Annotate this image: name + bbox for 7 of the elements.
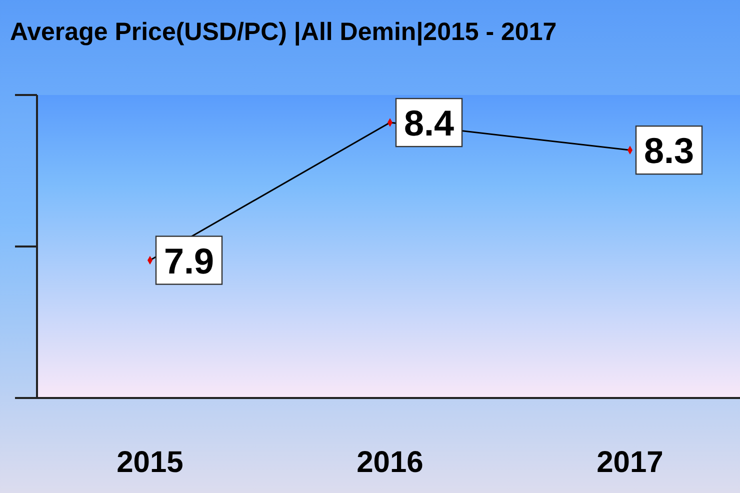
x-tick-label: 2015 [116, 446, 184, 479]
x-tick-label: 2017 [596, 446, 664, 479]
chart-title: Average Price(USD/PC) |All Demin|2015 - 2017 [10, 18, 557, 46]
data-label: 8.4 [404, 102, 454, 144]
x-tick-label: 2016 [356, 446, 424, 479]
data-label: 7.9 [164, 240, 214, 282]
data-label: 8.3 [644, 130, 694, 172]
